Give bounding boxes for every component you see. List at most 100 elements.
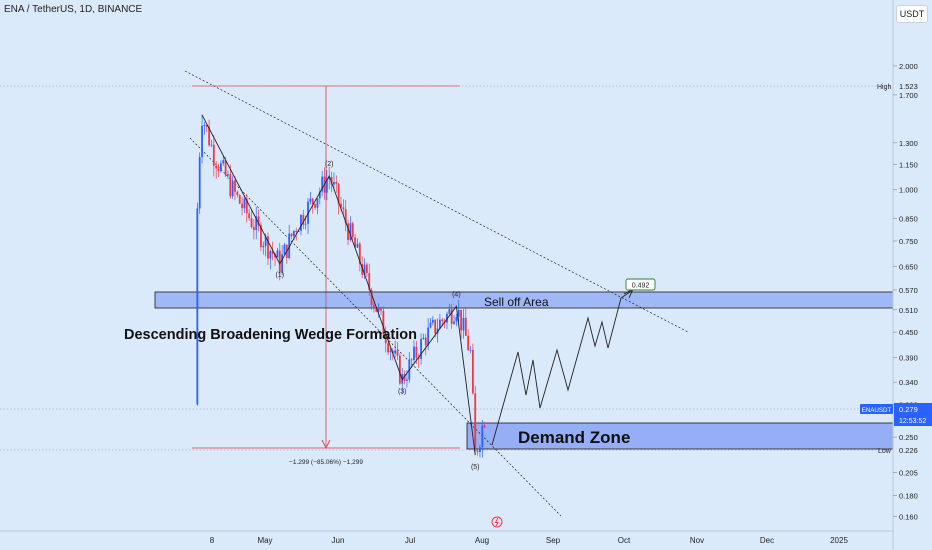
candle (255, 206, 258, 240)
candle (446, 311, 448, 330)
y-tick-label: 0.160 (899, 513, 918, 522)
wave-label: (3) (398, 389, 407, 396)
candle (217, 163, 220, 178)
candle (262, 241, 265, 255)
candle (469, 346, 472, 354)
candle (351, 221, 354, 240)
candle (316, 198, 319, 215)
candle (288, 224, 291, 260)
candle (243, 195, 246, 213)
y-tick-label: 0.850 (899, 215, 918, 224)
high-price-bg (895, 80, 931, 92)
candle (476, 449, 479, 456)
candle (431, 316, 434, 326)
low-price-bg (895, 444, 931, 456)
candle (238, 194, 241, 205)
candle (300, 214, 302, 236)
candle (474, 385, 477, 456)
candle (278, 243, 281, 281)
candle (222, 155, 225, 166)
wedge-upper-line (184, 70, 689, 333)
candle (283, 242, 286, 255)
candle (335, 175, 338, 193)
x-tick-label: Jun (332, 536, 345, 545)
target-label: 0.492 (632, 283, 650, 290)
candle (354, 233, 357, 248)
high-price-label: 1.523 (899, 82, 918, 91)
sell-off-label: Sell off Area (484, 295, 549, 309)
y-tick-label: 0.340 (899, 378, 918, 387)
y-tick-label: 0.180 (899, 492, 918, 501)
candle (422, 333, 425, 340)
candle (398, 353, 401, 386)
candle (453, 314, 455, 325)
candle (368, 263, 371, 296)
candle (455, 313, 458, 327)
candle (257, 209, 260, 232)
candle (344, 200, 347, 232)
candle (462, 308, 465, 339)
x-tick-label: Jul (405, 536, 415, 545)
plot-background (0, 0, 893, 550)
candle (420, 333, 422, 365)
demand-zone-label: Demand Zone (518, 428, 630, 447)
candle (260, 221, 262, 252)
y-tick-label: 0.750 (899, 237, 918, 246)
candle (290, 233, 293, 240)
candle (241, 196, 243, 216)
candle (417, 353, 420, 368)
candle (448, 304, 451, 315)
candle (208, 119, 211, 147)
candle (373, 300, 375, 313)
current-price-label: 0.279 (899, 405, 918, 414)
candle (358, 241, 361, 272)
x-tick-label: Dec (760, 536, 774, 545)
candle (229, 164, 232, 199)
candle (429, 318, 432, 329)
candle (347, 219, 349, 246)
lightning-event-bolt (494, 517, 499, 527)
y-tick-label: 1.150 (899, 161, 918, 170)
candle (276, 247, 279, 258)
candle (318, 187, 321, 205)
x-tick-label: May (257, 536, 272, 545)
candle (196, 202, 199, 406)
y-tick-label: 0.570 (899, 286, 918, 295)
lightning-event-icon (491, 516, 503, 528)
candle (245, 193, 248, 223)
measure-label: −1.299 (−85.06%) −1,299 (289, 459, 363, 466)
symbol-tag: ENAUSDT (862, 407, 892, 414)
y-tick-label: 2.000 (899, 62, 918, 71)
candle (337, 182, 340, 215)
candle (302, 209, 305, 230)
demand-zone (466, 422, 894, 450)
candle (219, 160, 222, 173)
current-price-bg (894, 403, 932, 426)
candle (479, 444, 481, 458)
currency-badge[interactable]: USDT (896, 5, 928, 23)
candle (321, 171, 324, 197)
wave-label: (2) (325, 161, 334, 168)
candle (210, 139, 213, 148)
candle (389, 348, 392, 361)
y-tick-label: 1.000 (899, 186, 918, 195)
candle (467, 329, 470, 351)
candle (366, 262, 368, 277)
candle (377, 303, 380, 318)
x-tick-label: Sep (546, 536, 561, 545)
candle (269, 249, 272, 270)
candle (267, 232, 269, 265)
wave-label: (4) (452, 291, 461, 298)
x-tick-label: Nov (690, 536, 704, 545)
y-tick-label: 0.390 (899, 354, 918, 363)
measure-arrow-icon (321, 439, 331, 450)
countdown-label: 12:53:52 (899, 418, 926, 425)
projection-path (491, 289, 634, 446)
y-tick-label: 0.650 (899, 263, 918, 272)
candle (203, 121, 206, 135)
candle (250, 210, 253, 229)
symbol-tag-bg (860, 404, 893, 414)
candle (481, 420, 484, 458)
candle (236, 190, 239, 198)
